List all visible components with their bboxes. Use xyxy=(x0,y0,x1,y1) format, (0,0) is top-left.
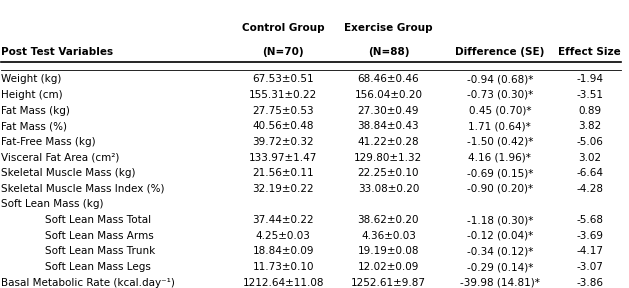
Text: -0.29 (0.14)*: -0.29 (0.14)* xyxy=(467,262,533,272)
Text: -4.17: -4.17 xyxy=(576,247,603,256)
Text: 41.22±0.28: 41.22±0.28 xyxy=(358,137,419,147)
Text: 1252.61±9.87: 1252.61±9.87 xyxy=(351,278,426,288)
Text: 21.56±0.11: 21.56±0.11 xyxy=(252,168,314,178)
Text: 40.56±0.48: 40.56±0.48 xyxy=(252,121,314,131)
Text: 0.45 (0.70)*: 0.45 (0.70)* xyxy=(469,106,531,115)
Text: Fat-Free Mass (kg): Fat-Free Mass (kg) xyxy=(1,137,96,147)
Text: 3.02: 3.02 xyxy=(578,153,601,162)
Text: Weight (kg): Weight (kg) xyxy=(1,74,62,84)
Text: 0.89: 0.89 xyxy=(578,106,601,115)
Text: Soft Lean Mass Total: Soft Lean Mass Total xyxy=(45,215,151,225)
Text: -0.34 (0.12)*: -0.34 (0.12)* xyxy=(467,247,533,256)
Text: Soft Lean Mass Legs: Soft Lean Mass Legs xyxy=(45,262,150,272)
Text: 27.30±0.49: 27.30±0.49 xyxy=(358,106,419,115)
Text: Exercise Group: Exercise Group xyxy=(344,23,433,33)
Text: Skeletal Muscle Mass (kg): Skeletal Muscle Mass (kg) xyxy=(1,168,136,178)
Text: Difference (SE): Difference (SE) xyxy=(455,47,545,57)
Text: Skeletal Muscle Mass Index (%): Skeletal Muscle Mass Index (%) xyxy=(1,184,165,194)
Text: (N=70): (N=70) xyxy=(262,47,304,57)
Text: Height (cm): Height (cm) xyxy=(1,90,63,100)
Text: 19.19±0.08: 19.19±0.08 xyxy=(358,247,419,256)
Text: 11.73±0.10: 11.73±0.10 xyxy=(252,262,314,272)
Text: 1212.64±11.08: 1212.64±11.08 xyxy=(242,278,324,288)
Text: 38.84±0.43: 38.84±0.43 xyxy=(358,121,419,131)
Text: Effect Size: Effect Size xyxy=(559,47,621,57)
Text: 22.25±0.10: 22.25±0.10 xyxy=(358,168,419,178)
Text: 37.44±0.22: 37.44±0.22 xyxy=(252,215,314,225)
Text: -5.68: -5.68 xyxy=(576,215,603,225)
Text: -1.18 (0.30)*: -1.18 (0.30)* xyxy=(467,215,533,225)
Text: 68.46±0.46: 68.46±0.46 xyxy=(358,74,419,84)
Text: 67.53±0.51: 67.53±0.51 xyxy=(252,74,314,84)
Text: Visceral Fat Area (cm²): Visceral Fat Area (cm²) xyxy=(1,153,120,162)
Text: -1.50 (0.42)*: -1.50 (0.42)* xyxy=(467,137,533,147)
Text: -3.51: -3.51 xyxy=(576,90,603,100)
Text: Control Group: Control Group xyxy=(242,23,325,33)
Text: -4.28: -4.28 xyxy=(576,184,603,194)
Text: 4.25±0.03: 4.25±0.03 xyxy=(256,231,311,241)
Text: Soft Lean Mass Trunk: Soft Lean Mass Trunk xyxy=(45,247,155,256)
Text: -39.98 (14.81)*: -39.98 (14.81)* xyxy=(460,278,540,288)
Text: 129.80±1.32: 129.80±1.32 xyxy=(354,153,423,162)
Text: 39.72±0.32: 39.72±0.32 xyxy=(252,137,314,147)
Text: (N=88): (N=88) xyxy=(368,47,409,57)
Text: -0.73 (0.30)*: -0.73 (0.30)* xyxy=(467,90,533,100)
Text: 12.02±0.09: 12.02±0.09 xyxy=(358,262,419,272)
Text: 38.62±0.20: 38.62±0.20 xyxy=(358,215,419,225)
Text: 18.84±0.09: 18.84±0.09 xyxy=(252,247,314,256)
Text: -3.69: -3.69 xyxy=(576,231,603,241)
Text: -0.94 (0.68)*: -0.94 (0.68)* xyxy=(467,74,533,84)
Text: 4.16 (1.96)*: 4.16 (1.96)* xyxy=(469,153,532,162)
Text: Post Test Variables: Post Test Variables xyxy=(1,47,113,57)
Text: -0.12 (0.04)*: -0.12 (0.04)* xyxy=(467,231,533,241)
Text: -3.07: -3.07 xyxy=(576,262,603,272)
Text: 133.97±1.47: 133.97±1.47 xyxy=(249,153,317,162)
Text: Soft Lean Mass Arms: Soft Lean Mass Arms xyxy=(45,231,153,241)
Text: 4.36±0.03: 4.36±0.03 xyxy=(361,231,416,241)
Text: 155.31±0.22: 155.31±0.22 xyxy=(249,90,317,100)
Text: Soft Lean Mass (kg): Soft Lean Mass (kg) xyxy=(1,200,104,209)
Text: 32.19±0.22: 32.19±0.22 xyxy=(252,184,314,194)
Text: 33.08±0.20: 33.08±0.20 xyxy=(358,184,419,194)
Text: -3.86: -3.86 xyxy=(576,278,603,288)
Text: -1.94: -1.94 xyxy=(576,74,603,84)
Text: 27.75±0.53: 27.75±0.53 xyxy=(252,106,314,115)
Text: -0.69 (0.15)*: -0.69 (0.15)* xyxy=(467,168,533,178)
Text: Fat Mass (%): Fat Mass (%) xyxy=(1,121,67,131)
Text: 3.82: 3.82 xyxy=(578,121,601,131)
Text: -5.06: -5.06 xyxy=(576,137,603,147)
Text: Fat Mass (kg): Fat Mass (kg) xyxy=(1,106,70,115)
Text: 1.71 (0.64)*: 1.71 (0.64)* xyxy=(469,121,532,131)
Text: -0.90 (0.20)*: -0.90 (0.20)* xyxy=(467,184,533,194)
Text: 156.04±0.20: 156.04±0.20 xyxy=(354,90,423,100)
Text: -6.64: -6.64 xyxy=(576,168,603,178)
Text: Basal Metabolic Rate (kcal.day⁻¹): Basal Metabolic Rate (kcal.day⁻¹) xyxy=(1,278,175,288)
